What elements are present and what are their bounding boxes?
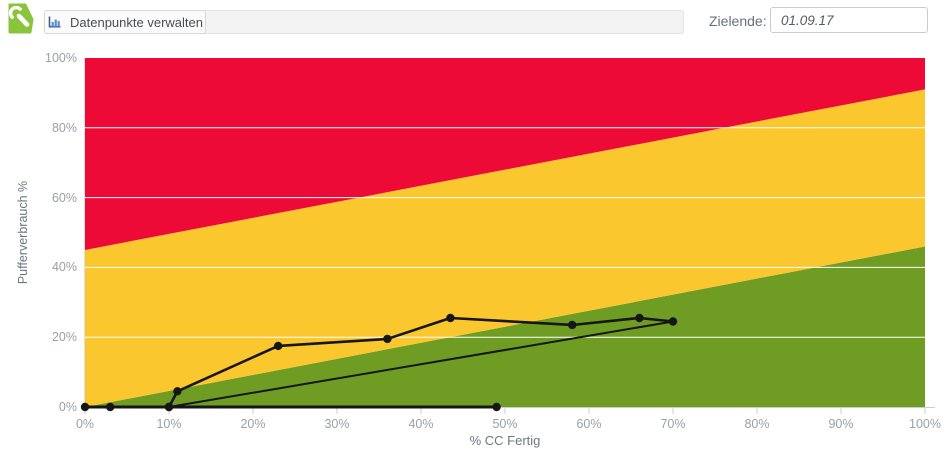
series-trend-line — [168, 320, 674, 408]
x-tick-label: 50% — [492, 417, 518, 431]
data-point-marker — [668, 317, 678, 326]
y-tick-label: 100% — [45, 51, 77, 65]
data-point-marker — [80, 402, 90, 412]
x-tick-label: 60% — [576, 417, 602, 431]
x-tick-label: 10% — [156, 417, 182, 431]
x-tick-label: 90% — [828, 417, 854, 431]
wrench-icon — [8, 5, 30, 27]
y-tick-label: 60% — [51, 190, 77, 205]
app-badge[interactable] — [6, 3, 35, 34]
data-point-marker — [492, 402, 501, 412]
bar-chart-icon — [48, 16, 61, 28]
x-tick-label: 20% — [240, 417, 266, 431]
x-tick-label: 80% — [744, 417, 770, 431]
manage-datapoints-label: Datenpunkte verwalten — [70, 14, 203, 30]
x-tick-label: 40% — [408, 417, 434, 431]
data-point-marker — [274, 341, 283, 351]
fever-chart: Pufferverbrauch % 0% 20% 40% 60% 80% 100% 0% 10… — [0, 44, 945, 461]
y-tick-label: 40% — [51, 260, 77, 275]
series-buffer-consumption — [167, 316, 675, 409]
x-axis-title: % CC Fertig — [469, 433, 541, 448]
data-point-marker — [164, 402, 174, 412]
y-axis-title: Pufferverbrauch % — [16, 180, 30, 285]
x-tick-label: 100% — [909, 417, 941, 431]
y-tick-label: 0% — [58, 400, 77, 414]
zone-yellow — [85, 89, 925, 407]
target-end-input[interactable] — [770, 7, 928, 33]
y-tick-label: 80% — [51, 120, 77, 135]
data-point-marker — [173, 387, 182, 396]
data-point-marker — [446, 313, 455, 323]
x-tick-label: 0% — [75, 417, 95, 431]
y-tick-label: 20% — [51, 330, 77, 345]
data-point-marker — [106, 402, 115, 412]
plot-area — [80, 58, 935, 414]
data-point-marker — [383, 334, 392, 344]
target-end-label: Zielende: — [709, 13, 767, 29]
zone-red — [85, 58, 925, 250]
data-point-marker — [568, 320, 577, 330]
x-tick-label: 70% — [660, 417, 686, 431]
manage-datapoints-button[interactable]: Datenpunkte verwalten — [44, 10, 206, 34]
x-tick-label: 30% — [324, 417, 350, 431]
data-point-marker — [635, 313, 644, 323]
